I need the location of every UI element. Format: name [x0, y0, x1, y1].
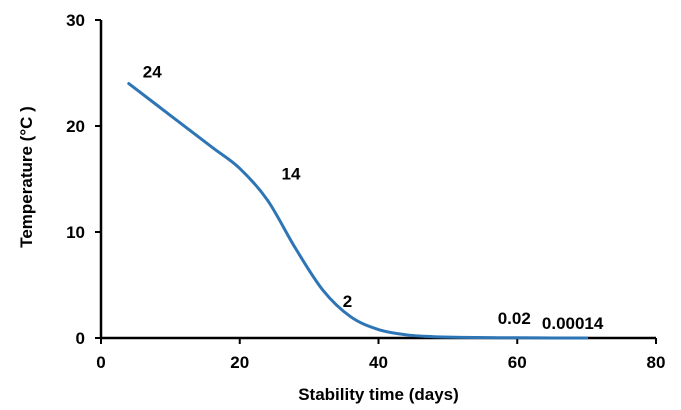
data-label: 0.00014: [542, 314, 604, 333]
y-axis-title: Temperature (°C ): [17, 106, 36, 248]
x-tick-label: 0: [96, 353, 105, 372]
x-tick-label: 20: [230, 353, 249, 372]
data-label: 0.02: [498, 309, 531, 328]
series-line: [127, 82, 589, 340]
y-tick-label: 20: [66, 117, 85, 136]
data-label: 24: [143, 63, 162, 82]
y-tick-label: 0: [76, 329, 85, 348]
data-label: 2: [343, 292, 352, 311]
series-line-group: [127, 82, 589, 340]
x-tick-label: 60: [508, 353, 527, 372]
x-axis-title: Stability time (days): [298, 385, 459, 404]
x-tick-label: 80: [647, 353, 666, 372]
axes: 0 10 20 30 0 20 40 60 80: [66, 11, 665, 372]
y-tick-label: 10: [66, 223, 85, 242]
y-tick-label: 30: [66, 11, 85, 30]
data-labels: 24 14 2 0.02 0.00014: [143, 63, 604, 333]
data-label: 14: [282, 165, 301, 184]
x-tick-label: 40: [369, 353, 388, 372]
